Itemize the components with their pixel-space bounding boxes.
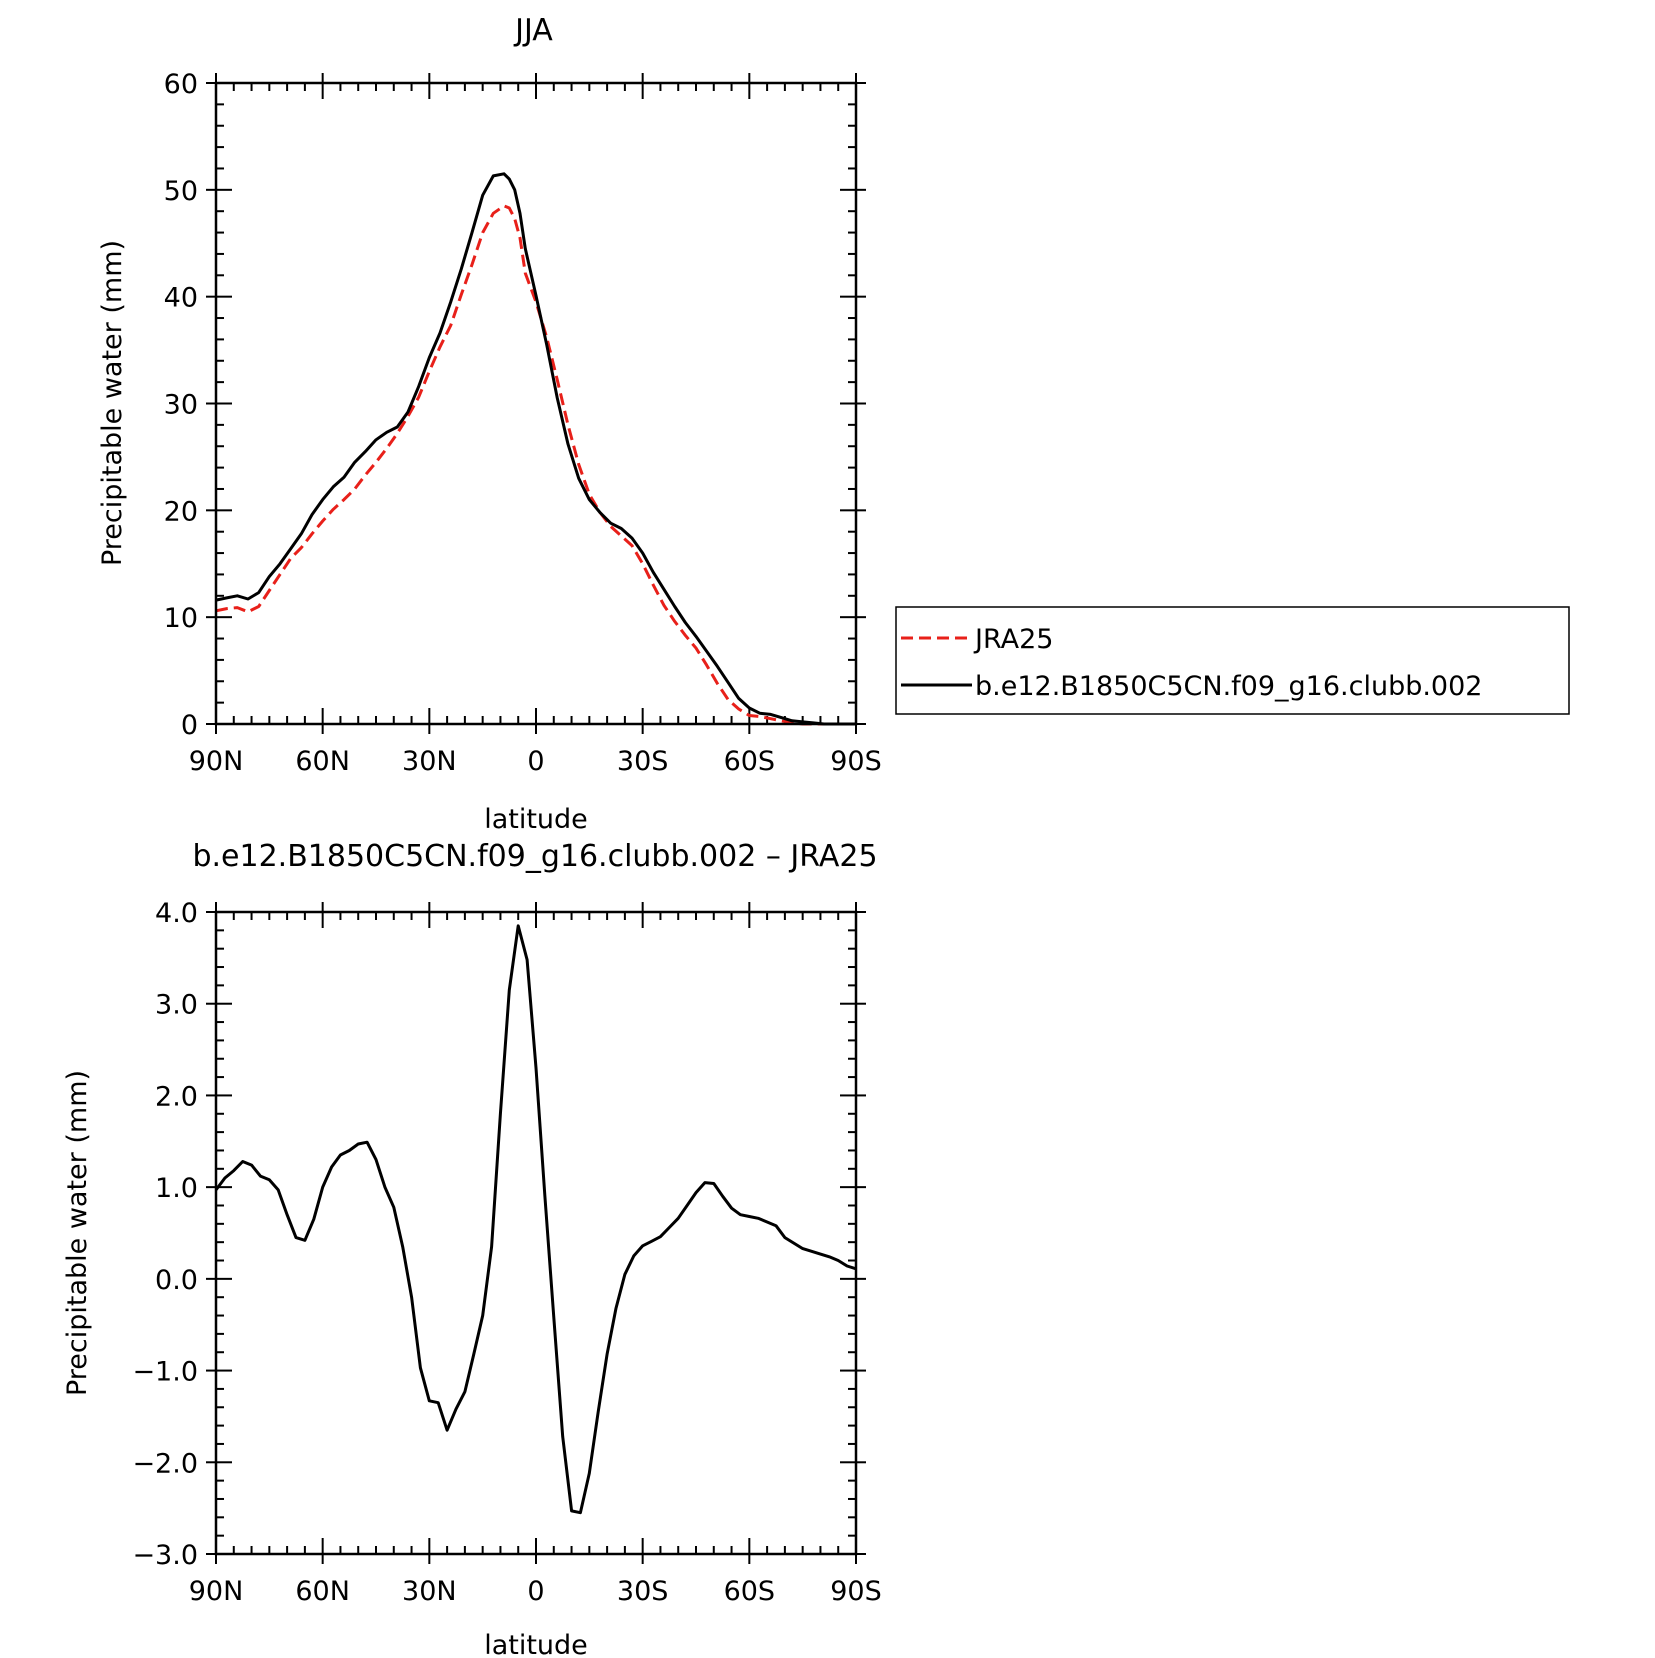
- top-axis-ticks: [206, 73, 866, 734]
- series-line-model: [215, 172, 856, 726]
- y-tick-label: −1.0: [132, 1357, 198, 1388]
- y-tick-label: 4.0: [155, 898, 198, 929]
- bottom-plot-frame: [214, 910, 858, 1556]
- x-tick-label: 90N: [189, 746, 244, 777]
- top-plot-lines: [215, 172, 856, 726]
- x-tick-label: 0: [527, 1576, 544, 1607]
- top-y-axis-label: Precipitable water (mm): [97, 240, 128, 566]
- y-tick-label: 0.0: [155, 1265, 198, 1296]
- y-tick-label: 1.0: [155, 1173, 198, 1204]
- series-line-jra25: [215, 204, 856, 726]
- bottom-y-axis-label: Precipitable water (mm): [62, 1070, 93, 1396]
- top-y-tick-labels: 0 10 20 30 40 50 60: [164, 69, 198, 741]
- top-plot-frame: [214, 81, 858, 726]
- y-tick-label: 0: [181, 710, 198, 741]
- y-tick-label: 3.0: [155, 990, 198, 1021]
- x-tick-label: 30N: [402, 1576, 457, 1607]
- x-tick-label: 60S: [724, 1576, 776, 1607]
- x-tick-label: 60N: [295, 1576, 350, 1607]
- legend-label-jra25: JRA25: [973, 624, 1053, 655]
- y-tick-label: −3.0: [132, 1540, 198, 1571]
- y-tick-label: 60: [164, 69, 198, 100]
- x-tick-label: 30N: [402, 746, 457, 777]
- y-tick-label: 2.0: [155, 1081, 198, 1112]
- bottom-y-tick-labels: −3.0 −2.0 −1.0 0.0 1.0 2.0 3.0 4.0: [132, 898, 198, 1571]
- x-tick-label: 60S: [724, 746, 776, 777]
- y-tick-label: 40: [164, 283, 198, 314]
- y-tick-label: 10: [164, 603, 198, 634]
- bottom-chart-title: b.e12.B1850C5CN.f09_g16.clubb.002 – JRA2…: [192, 839, 877, 874]
- difference-line: [214, 924, 857, 1515]
- bottom-x-tick-labels: 90N 60N 30N 0 30S 60S 90S: [189, 1576, 882, 1607]
- x-tick-label: 60N: [295, 746, 350, 777]
- x-tick-label: 30S: [617, 746, 669, 777]
- top-x-tick-labels: 90N 60N 30N 0 30S 60S 90S: [189, 746, 882, 777]
- top-panel: JJA 90N 60N 30N 0 30S 60S 90S 0 10 20 30 40 50 60 la…: [97, 13, 1570, 835]
- y-tick-label: 30: [164, 390, 198, 421]
- y-tick-label: 50: [164, 176, 198, 207]
- legend-box: [895, 606, 1570, 715]
- bottom-panel: b.e12.B1850C5CN.f09_g16.clubb.002 – JRA2…: [62, 839, 882, 1658]
- legend: JRA25 b.e12.B1850C5CN.f09_g16.clubb.002: [895, 606, 1570, 715]
- x-tick-label: 90S: [830, 746, 882, 777]
- x-tick-label: 90N: [189, 1576, 244, 1607]
- top-x-axis-label: latitude: [484, 804, 588, 835]
- x-tick-label: 90S: [830, 1576, 882, 1607]
- bottom-x-axis-label: latitude: [484, 1630, 588, 1658]
- bottom-axis-ticks: [206, 902, 866, 1564]
- x-tick-label: 30S: [617, 1576, 669, 1607]
- y-tick-label: 20: [164, 496, 198, 527]
- bottom-plot-lines: [214, 924, 857, 1515]
- top-chart-title: JJA: [513, 13, 553, 48]
- y-tick-label: −2.0: [132, 1448, 198, 1479]
- x-tick-label: 0: [527, 746, 544, 777]
- legend-label-model: b.e12.B1850C5CN.f09_g16.clubb.002: [975, 671, 1482, 702]
